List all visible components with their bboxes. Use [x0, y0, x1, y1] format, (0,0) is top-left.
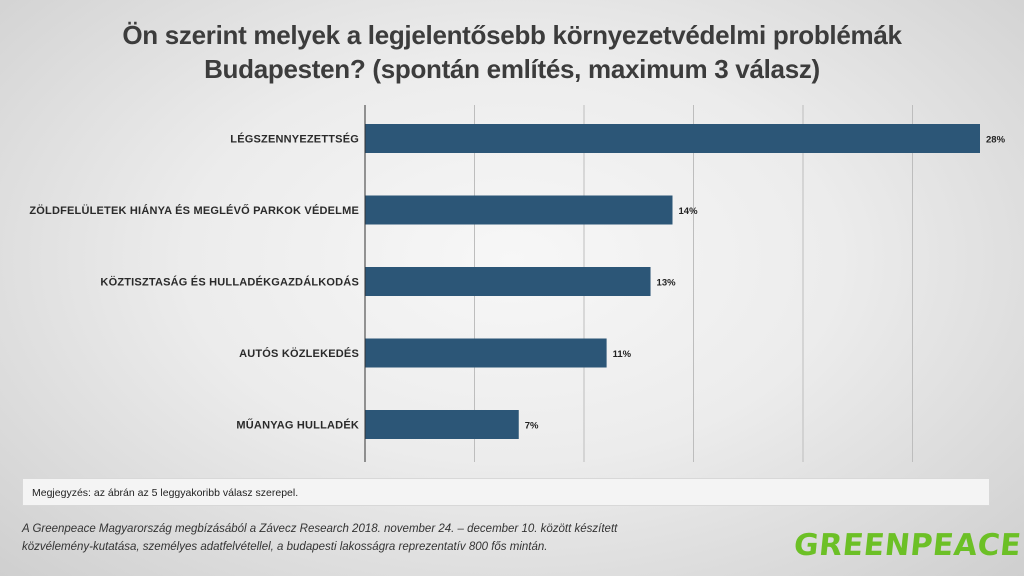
category-label-0: LÉGSZENNYEZETTSÉG [230, 133, 359, 146]
source-line-1: A Greenpeace Magyarország megbízásából a… [22, 523, 618, 535]
chart-category-labels: LÉGSZENNYEZETTSÉG ZÖLDFELÜLETEK HIÁNYA ÉS… [29, 133, 359, 432]
category-label-4: MŰANYAG HULLADÉK [236, 419, 359, 432]
bar-3 [365, 338, 607, 368]
source-line-2: közvélemény-kutatása, személyes adatfelv… [22, 541, 548, 553]
chart-bars [365, 124, 980, 439]
category-label-2: KÖZTISZTASÁG ÉS HULLADÉKGAZDÁLKODÁS [100, 276, 359, 289]
value-label-2: 13% [657, 278, 677, 289]
greenpeace-logo: GREENPEACE [792, 528, 1023, 563]
bar-4 [365, 410, 519, 439]
category-label-3: AUTÓS KÖZLEKEDÉS [239, 347, 359, 360]
chart-title-line-1: Ön szerint melyek a legjelentősebb körny… [122, 20, 902, 50]
value-label-4: 7% [525, 421, 539, 432]
source-text: A Greenpeace Magyarország megbízásából a… [22, 520, 762, 556]
value-label-3: 11% [613, 349, 632, 360]
chart-title-line-2: Budapesten? (spontán említés, maximum 3 … [204, 54, 820, 84]
category-label-1: ZÖLDFELÜLETEK HIÁNYA ÉS MEGLÉVŐ PARKOK V… [29, 204, 359, 217]
chart-value-labels: 28% 14% 13% 11% 7% [525, 135, 1006, 432]
value-label-1: 14% [679, 206, 699, 217]
bar-2 [365, 267, 651, 296]
value-label-0: 28% [986, 135, 1006, 146]
bar-chart: LÉGSZENNYEZETTSÉG ZÖLDFELÜLETEK HIÁNYA ÉS… [29, 105, 1006, 462]
chart-note: Megjegyzés: az ábrán az 5 leggyakoribb v… [22, 478, 990, 506]
chart-title: Ön szerint melyek a legjelentősebb körny… [0, 18, 1024, 86]
bar-0 [365, 124, 980, 153]
bar-1 [365, 195, 673, 225]
